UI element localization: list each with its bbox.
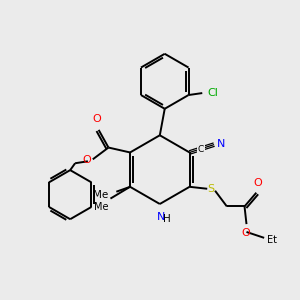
- Text: O: O: [82, 155, 91, 165]
- Text: Me: Me: [94, 202, 109, 212]
- Text: O: O: [92, 114, 101, 124]
- Text: C: C: [198, 145, 204, 154]
- Text: Et: Et: [267, 235, 277, 245]
- Text: S: S: [208, 184, 215, 194]
- Text: N: N: [157, 212, 165, 222]
- Text: H: H: [163, 214, 171, 224]
- Text: O: O: [253, 178, 262, 188]
- Text: Me: Me: [93, 190, 109, 200]
- Text: N: N: [217, 139, 225, 148]
- Text: Cl: Cl: [207, 88, 218, 98]
- Text: O: O: [241, 228, 250, 238]
